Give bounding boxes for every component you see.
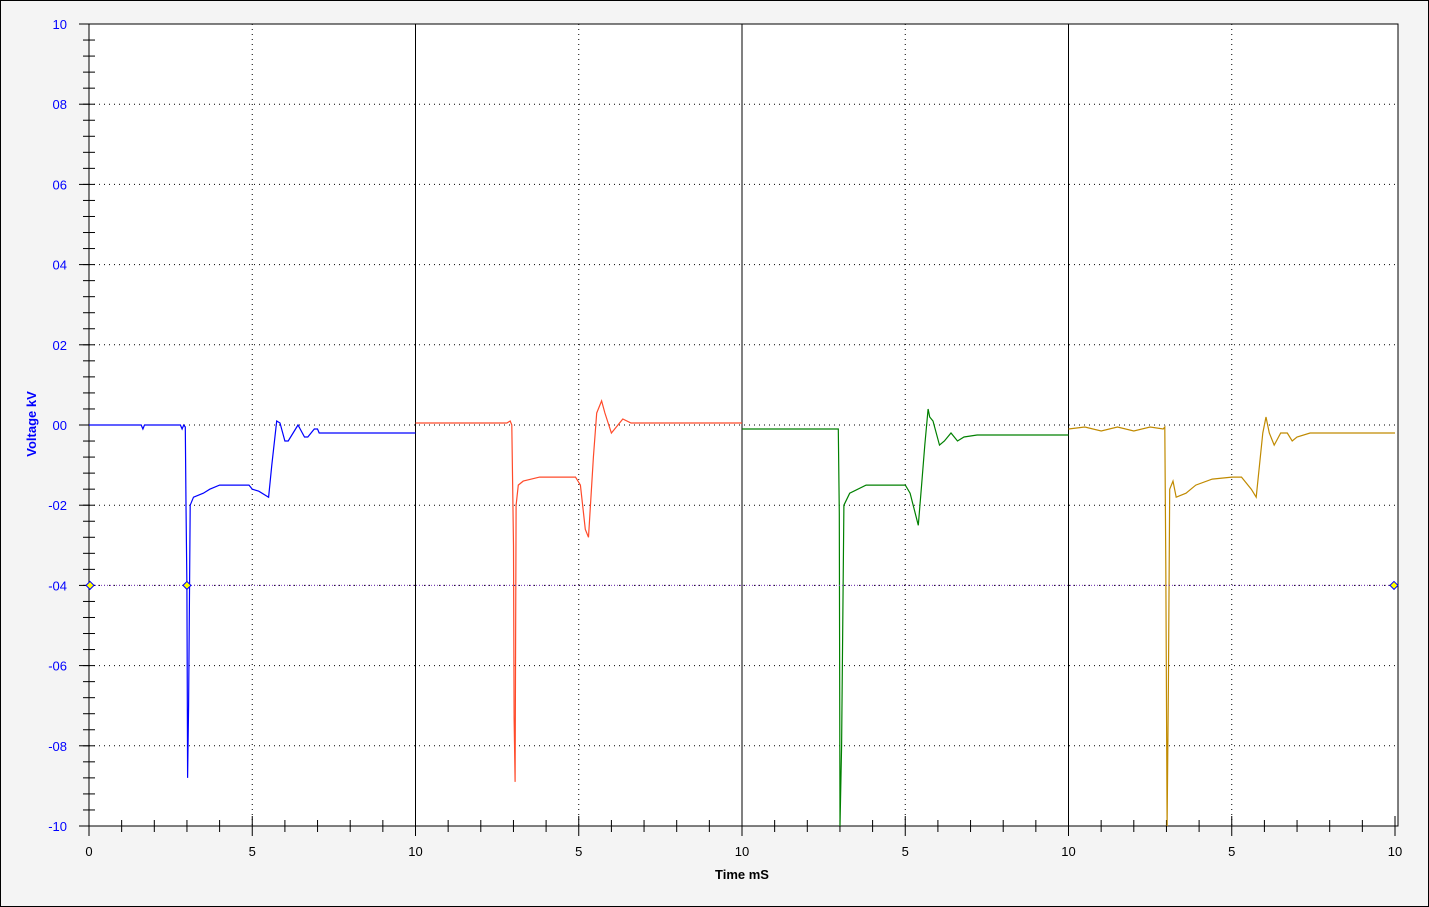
x-tick-label: 5 [1228, 844, 1235, 859]
x-axis-title: Time mS [715, 867, 769, 882]
x-tick-label: 10 [1388, 844, 1402, 859]
y-tick-label: -02 [48, 498, 67, 513]
cursor-marker-right [1389, 580, 1399, 591]
y-tick-label: -08 [48, 739, 67, 754]
series-line-panel-3 [742, 408, 1069, 827]
x-tick-label: 0 [85, 844, 92, 859]
plot-area [88, 23, 1399, 827]
cursor-marker-left [85, 580, 95, 591]
y-tick-label: -10 [48, 819, 67, 834]
x-tick-label: 10 [735, 844, 749, 859]
y-axis-title: Voltage kV [24, 391, 39, 457]
y-tick-label: 00 [53, 418, 67, 433]
y-tick-label: 06 [53, 177, 67, 192]
x-tick-label: 10 [408, 844, 422, 859]
cursor-marker [182, 580, 192, 591]
series-line-panel-4 [1068, 416, 1395, 827]
y-tick-label: 10 [53, 17, 67, 32]
y-tick-label: 04 [53, 258, 67, 273]
x-tick-label: 10 [1061, 844, 1075, 859]
y-tick-label: -06 [48, 659, 67, 674]
x-tick-label: 5 [249, 844, 256, 859]
series-line-panel-1 [89, 419, 416, 778]
y-tick-label: 08 [53, 97, 67, 112]
series-line-panel-2 [415, 399, 742, 782]
y-tick-label: 02 [53, 338, 67, 353]
y-tick-label: -04 [48, 578, 67, 593]
x-tick-label: 5 [575, 844, 582, 859]
x-tick-label: 5 [902, 844, 909, 859]
